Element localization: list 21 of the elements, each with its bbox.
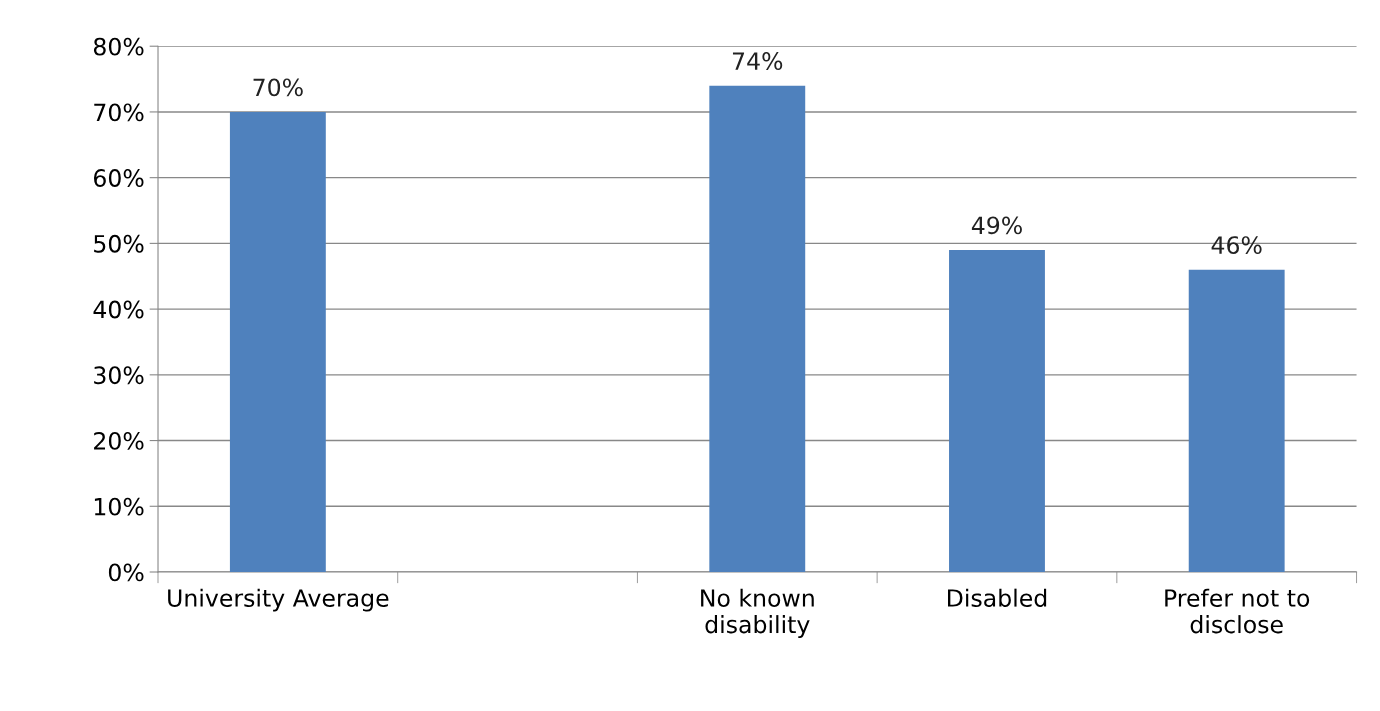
x-tick-label: University Average bbox=[168, 588, 389, 612]
data-label: 49% bbox=[971, 216, 1022, 235]
data-label: 46% bbox=[1211, 236, 1262, 254]
bar bbox=[1188, 269, 1285, 572]
x-tick-label: No known disability bbox=[701, 588, 814, 638]
y-tick-label: 80% bbox=[93, 37, 144, 56]
y-tick-label: 60% bbox=[93, 169, 144, 187]
x-tick-label: Prefer not to disclose bbox=[1165, 588, 1310, 634]
y-tick-label: 40% bbox=[93, 300, 144, 319]
bar bbox=[229, 111, 326, 572]
bar bbox=[709, 85, 806, 572]
y-tick-label: 10% bbox=[94, 497, 144, 516]
data-label: 74% bbox=[732, 52, 783, 70]
y-tick-label: 20% bbox=[94, 432, 144, 450]
y-tick-label: 50% bbox=[94, 234, 144, 253]
x-tick-label: Disabled bbox=[948, 588, 1047, 607]
data-label: 70% bbox=[253, 78, 303, 97]
y-tick-label: 30% bbox=[94, 366, 144, 385]
y-tick-label: 70% bbox=[94, 103, 144, 122]
y-tick-label: 0% bbox=[108, 563, 144, 582]
bar bbox=[949, 249, 1045, 572]
